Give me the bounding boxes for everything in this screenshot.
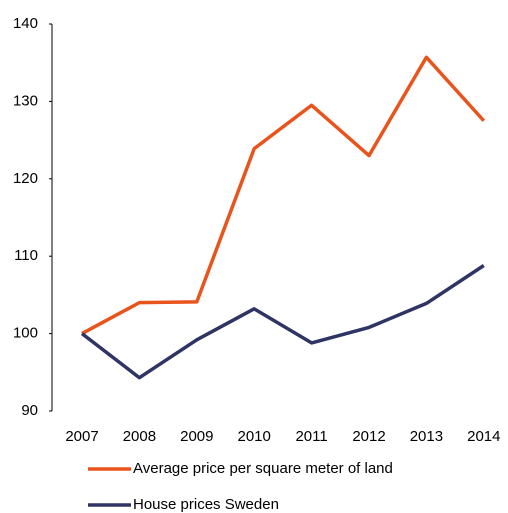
legend-label: Average price per square meter of land bbox=[133, 460, 393, 477]
y-tick-label: 110 bbox=[14, 247, 38, 264]
x-tick-label: 2008 bbox=[123, 428, 156, 445]
y-tick-label: 140 bbox=[13, 15, 38, 32]
series-line bbox=[81, 55, 486, 336]
y-tick-label: 120 bbox=[13, 170, 38, 187]
y-tick-label: 90 bbox=[21, 402, 38, 419]
x-tick-label: 2011 bbox=[295, 428, 327, 445]
y-tick-label: 130 bbox=[13, 92, 38, 109]
legend-label: House prices Sweden bbox=[133, 496, 279, 513]
x-tick-label: 2013 bbox=[410, 428, 443, 445]
x-tick-label: 2014 bbox=[467, 428, 500, 445]
series-line bbox=[80, 264, 485, 380]
x-tick-label: 2009 bbox=[180, 428, 213, 445]
y-tick-label: 100 bbox=[13, 325, 38, 342]
x-tick-label: 2007 bbox=[65, 428, 98, 445]
x-tick-label: 2010 bbox=[238, 428, 271, 445]
x-tick-label: 2012 bbox=[352, 428, 385, 445]
